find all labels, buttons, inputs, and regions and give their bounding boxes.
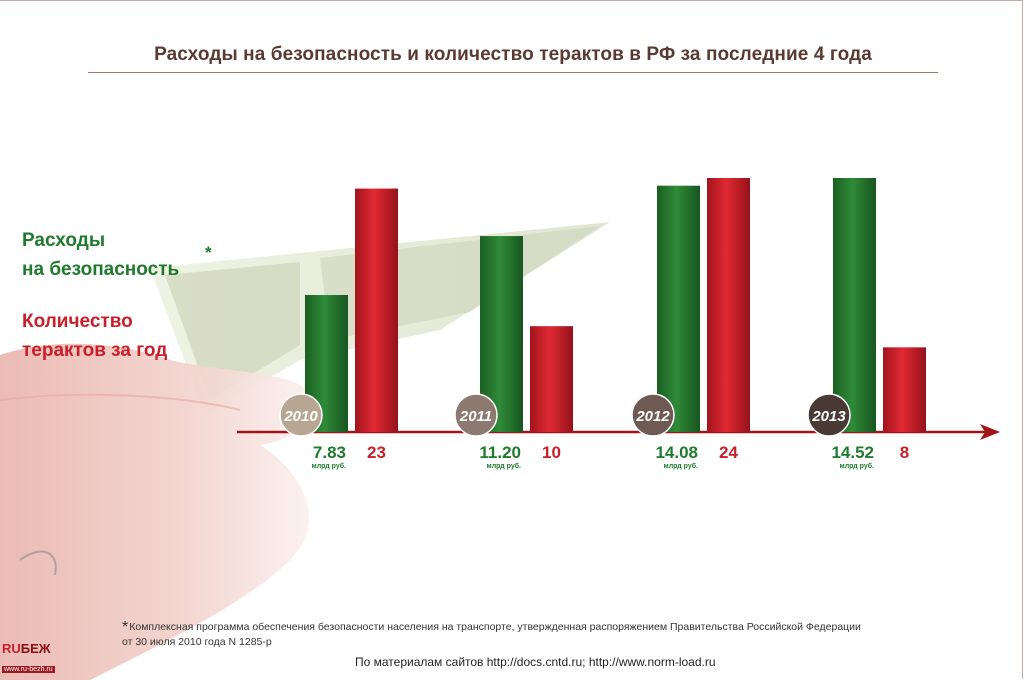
legend-attacks: Количество терактов за год [22,307,167,365]
year-badge-2010 [279,393,323,437]
bar-attacks-2012 [707,178,750,432]
legend-spending-line2: на безопасность [22,259,180,280]
footnote: *Комплексная программа обеспечения безоп… [122,620,962,650]
legend-attacks-line1: Количество [22,311,133,332]
bar-spending-2013 [833,178,876,432]
label-spending-2012: 14.08 [655,443,698,462]
sources-text: По материалам сайтов http://docs.cntd.ru… [355,655,716,669]
bar-attacks-2013 [883,347,926,432]
year-label-2012: 2012 [635,408,670,425]
logo-url: www.ru-bezh.ru [2,666,55,673]
label-spending-unit-2012: млрд руб. [664,462,699,470]
legend-spending-asterisk: * [205,243,212,262]
label-spending-unit-2010: млрд руб. [312,462,347,470]
year-badge-2012 [631,393,675,437]
legend-spending-line1: Расходы [22,230,106,251]
label-spending-unit-2013: млрд руб. [840,462,875,470]
year-badge-2011 [454,393,498,437]
year-label-2011: 2011 [459,408,492,425]
footnote-line2: от 30 июля 2010 года N 1285-р [122,636,272,648]
bar-attacks-2011 [530,326,573,432]
label-attacks-2011: 10 [542,443,561,462]
chart-title: Расходы на безопасность и количество тер… [88,44,938,73]
bar-attacks-2010 [355,188,398,432]
year-label-2010: 2010 [283,408,318,425]
label-attacks-2013: 8 [900,443,909,462]
footnote-line1: Комплексная программа обеспечения безопа… [129,621,861,633]
logo-bezh: БЕЖ [20,641,51,656]
bar-spending-2012 [657,185,700,432]
legend-spending: Расходы на безопасность * [22,226,212,284]
year-label-2013: 2013 [811,408,846,425]
label-attacks-2012: 24 [719,443,738,462]
legend-attacks-line2: терактов за год [22,340,168,361]
label-spending-unit-2011: млрд руб. [487,462,522,470]
x-axis-arrow-head [980,424,1000,440]
logo-ru: RU [2,641,21,656]
logo: RUБЕЖ www.ru-bezh.ru [2,640,68,676]
label-spending-2013: 14.52 [831,443,874,462]
label-spending-2010: 7.83 [313,443,346,462]
label-attacks-2010: 23 [367,443,386,462]
footnote-asterisk: * [122,619,129,636]
year-badge-2013 [807,393,851,437]
label-spending-2011: 11.20 [479,443,521,462]
